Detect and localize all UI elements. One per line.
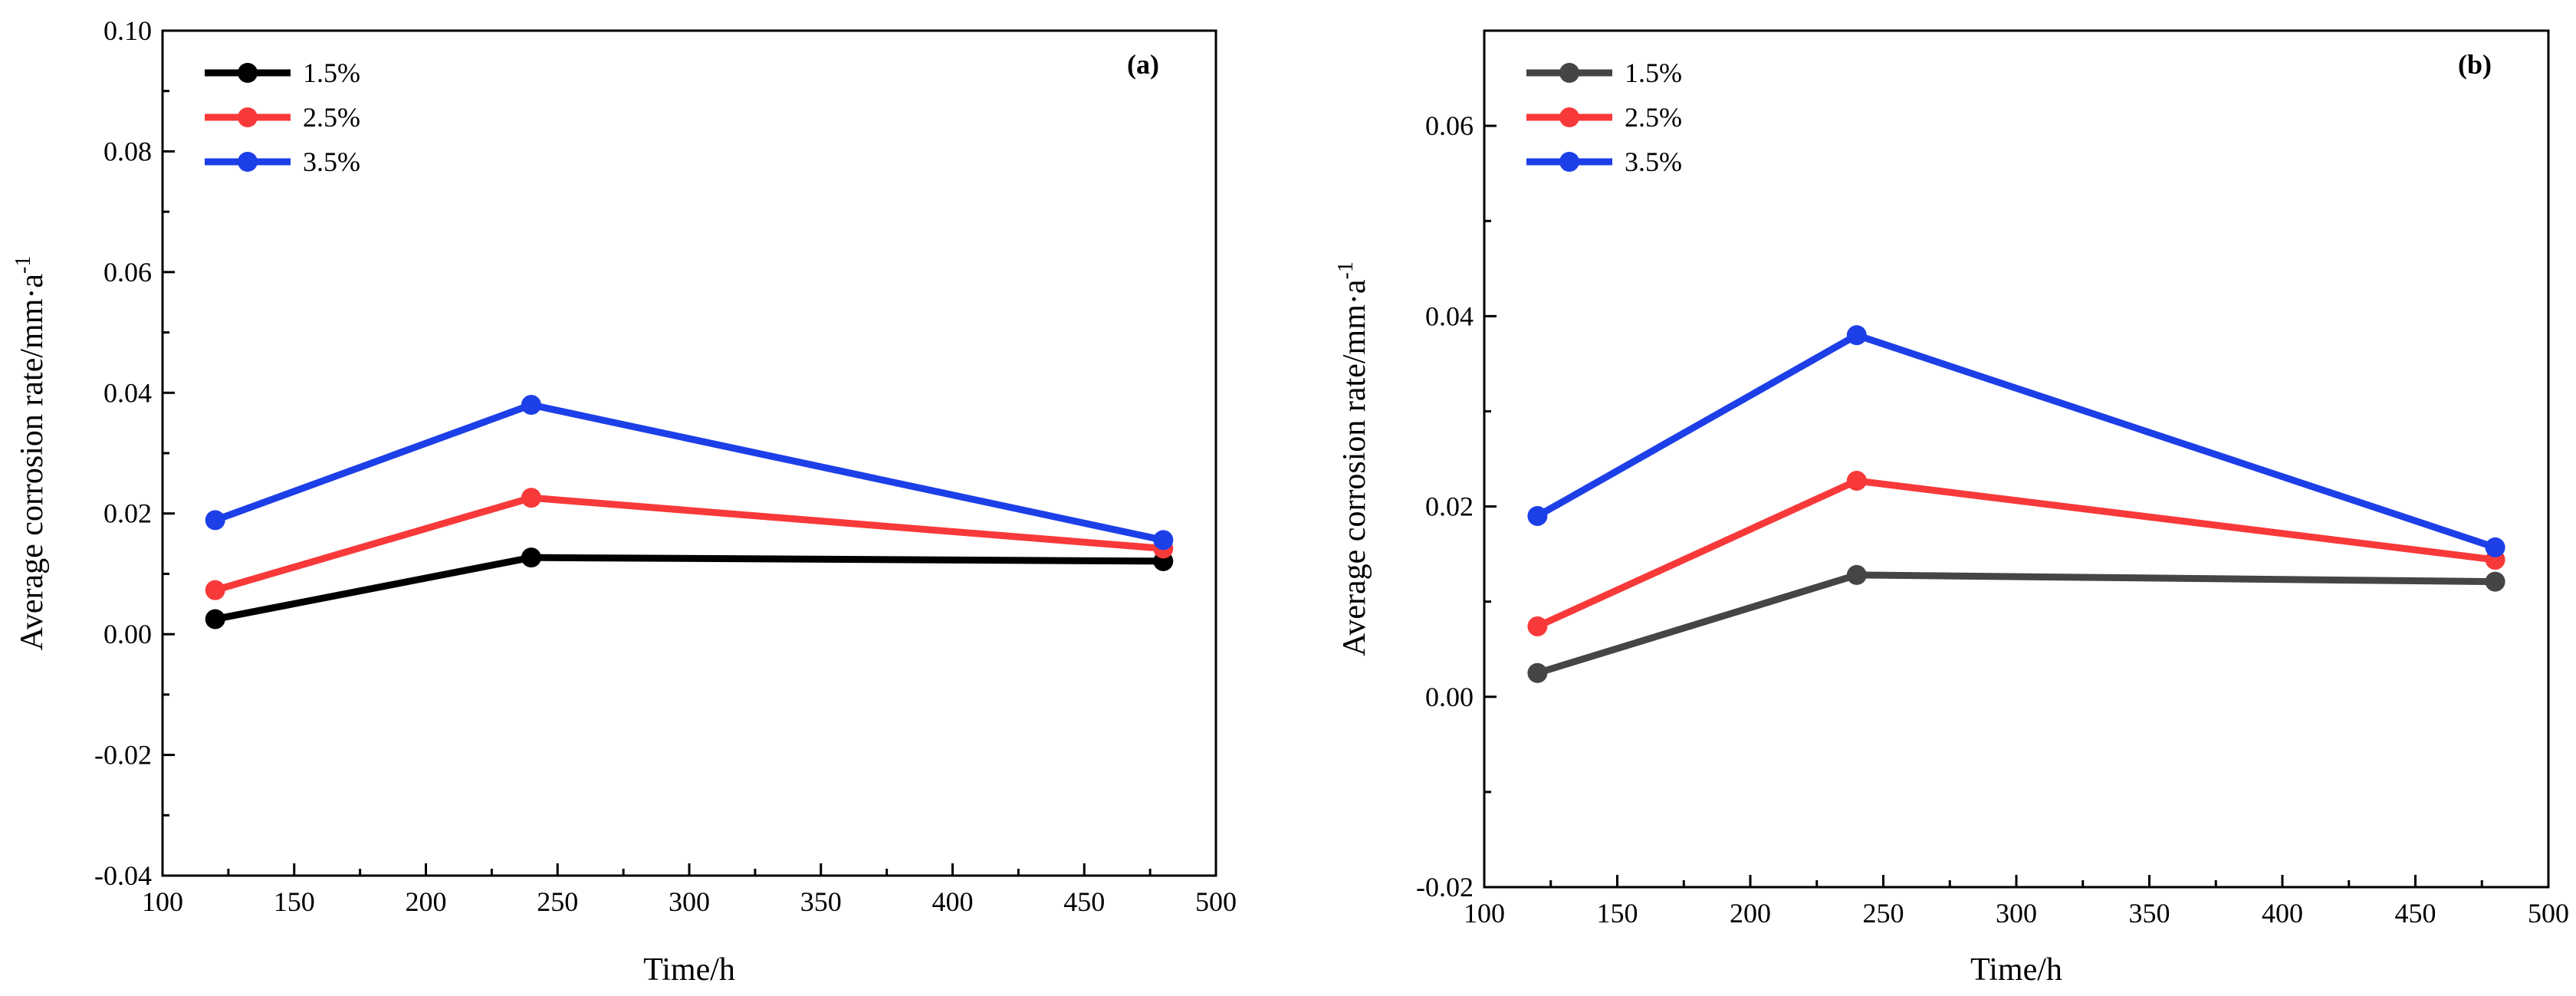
panel-b-legend-label-1: 1.5% xyxy=(1625,58,1682,88)
panel-a-legend-marker-1 xyxy=(238,63,258,83)
panel-b-x-tick-label: 150 xyxy=(1597,898,1638,929)
panel-a-y-tick-label: 0.10 xyxy=(104,15,152,46)
panel-a: 100 150 200 250 300 350 400 450 500 -0.04 -0.02 0.0… xyxy=(12,15,1237,988)
panel-a-y-axis-title: Average corrosion rate/mm·a-1 xyxy=(12,256,50,651)
panel-b-x-tick-label: 100 xyxy=(1464,898,1505,929)
panel-a-series-3-point xyxy=(205,510,225,531)
panel-b-x-tick-label: 350 xyxy=(2129,898,2170,929)
panel-a-y-tick-label: -0.04 xyxy=(94,860,152,891)
panel-b-legend-label-2: 2.5% xyxy=(1625,102,1682,133)
panel-a-y-axis-title-superscript: -1 xyxy=(12,256,35,274)
panel-a-series-1-point xyxy=(521,547,541,568)
panel-a-legend-marker-2 xyxy=(238,107,258,127)
panel-b-y-tick-label: 0.02 xyxy=(1425,491,1474,522)
panel-a-x-tick-label: 400 xyxy=(932,886,974,917)
panel-a-series-2-point xyxy=(521,488,541,508)
panel-b-legend-marker-1 xyxy=(1559,63,1579,83)
panel-b-series-2-point xyxy=(1846,471,1867,491)
panel-b-x-tick-label: 200 xyxy=(1730,898,1771,929)
panel-a-series-3-point xyxy=(521,395,541,416)
panel-b-y-axis-title-superscript: -1 xyxy=(1334,261,1358,279)
panel-a-legend-label-1: 1.5% xyxy=(303,58,360,88)
panel-b: 100 150 200 250 300 350 400 450 500 -0.02 0.00 0.02… xyxy=(1334,29,2569,988)
panel-a-y-tick-label: 0.00 xyxy=(104,619,152,649)
panel-a-x-tick-label: 250 xyxy=(537,886,578,917)
panel-b-y-tick-label: 0.00 xyxy=(1425,682,1474,712)
panel-a-series-1-point xyxy=(205,609,225,629)
panel-b-x-tick-label: 450 xyxy=(2395,898,2436,929)
panel-b-legend-marker-3 xyxy=(1559,152,1579,172)
panel-a-series-3-point xyxy=(1153,530,1174,551)
panel-a-legend-marker-3 xyxy=(238,152,258,172)
panel-a-x-tick-label: 350 xyxy=(800,886,842,917)
panel-a-panel-label: (a) xyxy=(1127,49,1159,80)
panel-b-series-line-3 xyxy=(1536,331,2497,551)
panel-b-y-tick-label: -0.02 xyxy=(1416,872,1474,902)
panel-b-series-1-point xyxy=(1527,662,1548,683)
panel-a-x-tick-label: 100 xyxy=(142,886,183,917)
panel-b-series-3-point xyxy=(1527,505,1548,526)
panel-b-x-tick-label: 250 xyxy=(1863,898,1904,929)
panel-b-series-line-1 xyxy=(1536,571,2496,677)
panel-b-series-3-point xyxy=(2485,537,2505,557)
panel-b-x-tick-label: 300 xyxy=(1996,898,2037,929)
panel-b-x-tick-label: 400 xyxy=(2262,898,2303,929)
panel-b-x-axis-title: Time/h xyxy=(1970,952,2062,988)
panel-b-series-1-point xyxy=(2485,571,2505,592)
panel-a-x-tick-label: 450 xyxy=(1063,886,1105,917)
panel-a-x-tick-label: 200 xyxy=(406,886,447,917)
panel-a-y-tick-label: 0.02 xyxy=(104,498,152,529)
panel-a-y-tick-label: 0.06 xyxy=(104,257,152,288)
panel-a-y-tick-label: 0.08 xyxy=(104,136,152,166)
panel-a-x-axis-title: Time/h xyxy=(643,952,735,988)
panel-a-legend-label-3: 3.5% xyxy=(303,146,360,177)
panel-b-x-tick-label: 500 xyxy=(2528,898,2569,929)
panel-b-legend-label-3: 3.5% xyxy=(1625,146,1682,177)
panel-b-legend-marker-2 xyxy=(1559,107,1579,127)
panel-a-series-2-point xyxy=(205,580,225,600)
panel-a-series-line-1 xyxy=(214,554,1164,623)
panel-b-panel-label: (b) xyxy=(2458,49,2492,80)
panel-a-x-tick-label: 150 xyxy=(274,886,315,917)
panel-a-series-line-3 xyxy=(214,401,1165,544)
panel-b-series-2-point xyxy=(1527,616,1548,636)
panel-a-y-tick-label: 0.04 xyxy=(104,377,152,408)
panel-b-series-3-point xyxy=(1846,325,1867,346)
panel-b-y-tick-label: 0.04 xyxy=(1425,301,1474,331)
panel-a-x-tick-label: 500 xyxy=(1195,886,1237,917)
panel-b-y-tick-label: 0.06 xyxy=(1425,110,1474,141)
panel-b-y-axis-title: Average corrosion rate/mm·a-1 xyxy=(1334,261,1372,656)
panel-a-y-tick-label: -0.02 xyxy=(94,740,152,771)
panel-a-x-tick-label: 300 xyxy=(669,886,710,917)
panel-a-legend-label-2: 2.5% xyxy=(303,102,360,133)
panel-b-series-1-point xyxy=(1846,564,1867,585)
